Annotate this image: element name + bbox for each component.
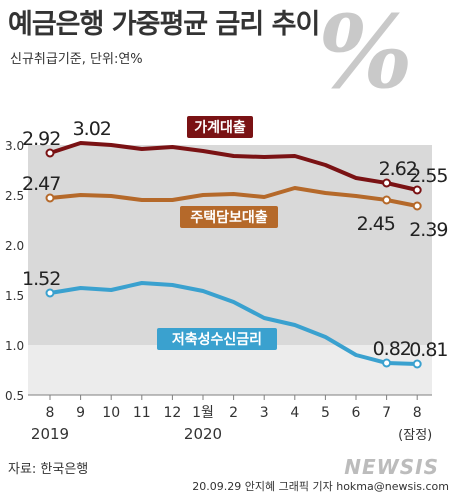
x-tick-label: 8 bbox=[46, 405, 55, 421]
y-tick-label: 1.0 bbox=[5, 339, 24, 353]
x-tick-label: 10 bbox=[102, 405, 120, 421]
y-tick-label: 3.0 bbox=[5, 139, 24, 153]
x-tick-label: 9 bbox=[76, 405, 85, 421]
data-label: 2.92 bbox=[22, 128, 60, 150]
newsis-logo: NEWSIS bbox=[344, 455, 439, 479]
chart-subtitle: 신규취급기준, 단위:연% bbox=[10, 52, 143, 67]
data-label: 1.52 bbox=[22, 268, 60, 290]
series-point bbox=[412, 359, 422, 369]
x-tick-label: 3 bbox=[260, 405, 269, 421]
series-point bbox=[412, 185, 422, 195]
x-tick-label: 7 bbox=[382, 405, 391, 421]
y-tick-label: 0.5 bbox=[5, 389, 24, 403]
percent-decoration: % bbox=[318, 0, 414, 111]
x-tick-label: 4 bbox=[290, 405, 299, 421]
data-label: 2.45 bbox=[357, 213, 395, 235]
series-point bbox=[382, 178, 392, 188]
year-label: 2020 bbox=[184, 425, 222, 443]
provisional-note: (잠정) bbox=[398, 428, 432, 443]
series-label: 주택담보대출 bbox=[190, 209, 267, 226]
chart-title: 예금은행 가중평균 금리 추이 bbox=[8, 9, 320, 40]
y-tick-label: 1.5 bbox=[5, 289, 24, 303]
series-label: 저축성수신금리 bbox=[172, 332, 262, 348]
series-point bbox=[45, 288, 55, 298]
band-lower bbox=[28, 345, 432, 395]
series-point bbox=[382, 358, 392, 368]
data-label: 2.47 bbox=[22, 173, 60, 195]
series-line bbox=[48, 281, 420, 366]
series-point bbox=[45, 148, 55, 158]
data-label: 2.39 bbox=[409, 219, 447, 241]
x-tick-label: 8 bbox=[413, 405, 422, 421]
x-tick-label: 12 bbox=[163, 405, 181, 421]
series-point bbox=[412, 201, 422, 211]
series-point bbox=[45, 193, 55, 203]
series-label-box bbox=[157, 328, 277, 350]
x-tick-label: 11 bbox=[133, 405, 151, 421]
series-label-box bbox=[180, 206, 278, 228]
series-label: 가계대출 bbox=[194, 119, 246, 136]
data-label: 2.55 bbox=[409, 165, 447, 187]
data-label: 0.81 bbox=[409, 339, 447, 361]
series-point bbox=[382, 195, 392, 205]
x-tick-label: 2 bbox=[229, 405, 238, 421]
credit-line: 20.09.29 안지혜 그래픽 기자 hokma@newsis.com bbox=[192, 480, 449, 493]
x-tick-label: 6 bbox=[352, 405, 361, 421]
source-note: 자료: 한국은행 bbox=[8, 462, 89, 477]
data-label: 0.82 bbox=[373, 338, 411, 360]
series-line bbox=[48, 186, 420, 208]
series-label-box bbox=[187, 116, 253, 138]
y-tick-label: 2.5 bbox=[5, 189, 24, 203]
x-tick-label: 1월 bbox=[192, 405, 214, 421]
year-label: 2019 bbox=[31, 425, 69, 443]
data-label: 2.62 bbox=[379, 158, 417, 180]
y-tick-label: 2.0 bbox=[5, 239, 24, 253]
series-line bbox=[48, 141, 420, 192]
x-tick-label: 5 bbox=[321, 405, 330, 421]
data-label: 3.02 bbox=[73, 118, 111, 140]
